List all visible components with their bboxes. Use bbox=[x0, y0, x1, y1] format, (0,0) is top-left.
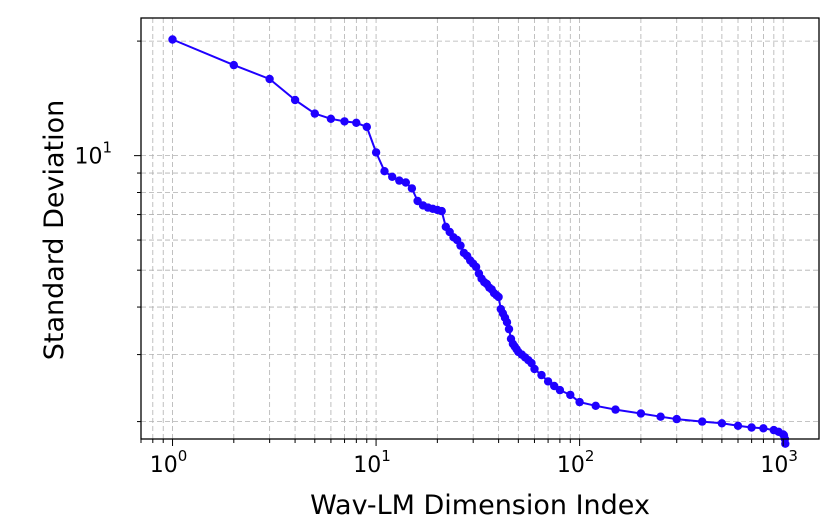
data-point bbox=[168, 35, 177, 44]
data-point bbox=[747, 423, 756, 432]
grid-lines bbox=[140, 18, 819, 439]
data-point bbox=[380, 167, 389, 176]
data-point bbox=[530, 364, 539, 374]
data-point bbox=[265, 74, 274, 84]
data-point bbox=[371, 148, 381, 157]
data-point bbox=[566, 390, 575, 400]
data-point bbox=[717, 419, 727, 428]
data-point bbox=[656, 412, 665, 421]
data-point bbox=[401, 178, 410, 187]
data-point bbox=[326, 114, 336, 124]
data-point bbox=[672, 414, 681, 424]
data-point bbox=[502, 318, 512, 327]
data-point bbox=[310, 109, 319, 118]
data-point bbox=[759, 424, 768, 433]
data-point bbox=[636, 409, 646, 418]
data-point bbox=[352, 118, 361, 128]
data-point bbox=[407, 184, 417, 193]
y-axis-label: Standard Deviation bbox=[39, 100, 70, 361]
data-point bbox=[555, 385, 565, 395]
data-point bbox=[611, 405, 620, 414]
plot-frame bbox=[140, 17, 820, 440]
data-point bbox=[456, 241, 465, 250]
data-point bbox=[362, 122, 371, 132]
x-axis-label: Wav-LM Dimension Index bbox=[310, 490, 650, 521]
data-point bbox=[575, 397, 584, 407]
data-point bbox=[494, 292, 503, 302]
data-point bbox=[290, 95, 300, 105]
data-point bbox=[733, 421, 743, 430]
data-point bbox=[504, 324, 514, 334]
data-point bbox=[471, 262, 481, 272]
data-point bbox=[543, 377, 553, 386]
data-point bbox=[437, 206, 446, 216]
data-point bbox=[229, 60, 238, 70]
data-point bbox=[395, 176, 404, 185]
data-point bbox=[698, 417, 707, 426]
data-point bbox=[340, 117, 349, 126]
data-point bbox=[388, 172, 397, 181]
data-point bbox=[537, 370, 546, 380]
data-point bbox=[591, 401, 600, 410]
